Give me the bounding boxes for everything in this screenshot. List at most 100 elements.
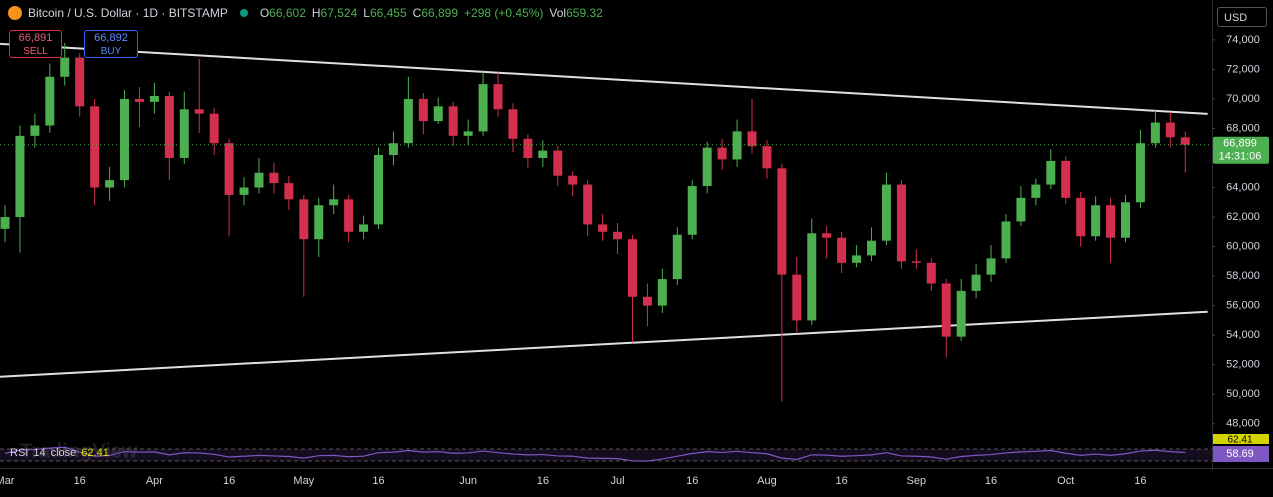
candle-body [583, 184, 593, 225]
candle-body [1061, 160, 1071, 198]
candle-body [1076, 197, 1086, 237]
candle-body [881, 184, 891, 241]
candle-body [896, 184, 906, 262]
value: 66,899 [421, 6, 459, 20]
candle-body [1106, 205, 1116, 238]
x-tick-label: 16 [1134, 475, 1146, 487]
ohlc-open: O66,602 [260, 6, 306, 20]
candle-body [1046, 160, 1056, 185]
buy-button[interactable]: 66,892 BUY [84, 30, 138, 58]
change: +298 (+0.45%) [464, 6, 544, 20]
y-tick-label: 48,000 [1226, 418, 1260, 430]
candle-body [986, 258, 996, 275]
candle-body [45, 76, 55, 126]
rsi-ma-box [1213, 434, 1269, 444]
candle-body [717, 147, 727, 160]
value: 67,524 [320, 6, 358, 20]
rsi-line [4, 446, 1186, 462]
candle-body [1121, 202, 1130, 238]
candle-body [15, 135, 25, 218]
currency-select[interactable]: USD [1217, 7, 1267, 27]
rsi-legend: RSI 14 close 62.41 [10, 447, 109, 459]
y-tick-label: 64,000 [1226, 181, 1260, 193]
y-tick-label: 70,000 [1226, 93, 1260, 105]
y-tick-label: 68,000 [1226, 122, 1260, 134]
candle-body [672, 234, 682, 280]
candle-body [90, 106, 100, 188]
current-price-box [1213, 136, 1269, 164]
candle-body [134, 98, 144, 102]
candle-body [478, 84, 488, 132]
candle-body [598, 224, 608, 232]
sell-button[interactable]: 66,891 SELL [9, 30, 62, 58]
candle-body [956, 290, 966, 337]
candle-body [1091, 205, 1101, 237]
candle-body [747, 131, 757, 147]
x-tick-label: 16 [372, 475, 384, 487]
candle-body [1016, 197, 1026, 222]
label: C [412, 6, 422, 20]
market-status [239, 9, 248, 17]
candle-body [254, 172, 264, 188]
candle-body [120, 98, 130, 181]
candle-body [837, 237, 847, 263]
y-tick-label: 62,000 [1226, 211, 1260, 223]
candle-body [448, 106, 458, 136]
candle-body [329, 199, 339, 206]
candle-body [179, 109, 189, 158]
candle-body [642, 296, 652, 306]
x-tick-label: May [293, 475, 314, 487]
symbol[interactable]: Bitcoin / U.S. Dollar · 1D · BITSTAMP [28, 6, 228, 20]
y-tick-label: 52,000 [1226, 359, 1260, 371]
rsi-ma: 62.41 [81, 447, 109, 459]
y-tick-label: 54,000 [1226, 329, 1260, 341]
rsi-value-label: 58.69 [1226, 448, 1254, 460]
candle-body [374, 155, 383, 225]
candle-body [359, 224, 369, 232]
trendline [0, 310, 1208, 378]
sell-price: 66,891 [18, 32, 53, 44]
label: O [259, 6, 270, 20]
y-tick-label: 72,000 [1226, 63, 1260, 75]
y-tick-label: 74,000 [1226, 34, 1260, 46]
candle-body [269, 172, 279, 184]
trendline [0, 42, 1208, 115]
candle-body [75, 57, 85, 107]
candle-body [687, 186, 697, 235]
x-tick-label: Aug [757, 475, 777, 487]
rsi-name: RSI [10, 447, 28, 459]
candle-body [1001, 221, 1011, 259]
candle-body [792, 274, 802, 321]
candle-body [105, 180, 115, 188]
x-tick-label: 16 [223, 475, 235, 487]
candle-body [1180, 137, 1190, 145]
y-tick-label: 56,000 [1226, 300, 1260, 312]
rsi-source: close [51, 447, 77, 459]
candle-body [344, 199, 354, 232]
candle-body [1165, 122, 1175, 138]
candle-body [822, 233, 832, 238]
candle-body [433, 106, 443, 122]
candle-body [657, 279, 667, 306]
label: Vol [549, 6, 567, 20]
buy-label: BUY [100, 46, 122, 57]
rsi-ma-label: 62.41 [1227, 435, 1252, 446]
y-tick-label: 58,000 [1226, 270, 1260, 282]
candle-body [209, 113, 219, 144]
value: 659.32 [566, 6, 603, 20]
candle-body [1150, 122, 1160, 144]
candle-body [852, 255, 862, 263]
buy-price: 66,892 [94, 32, 128, 44]
candle-body [568, 175, 578, 185]
label: H [311, 6, 321, 20]
x-tick-label: Oct [1057, 475, 1074, 487]
candle-body [0, 217, 10, 229]
countdown-label: 14:31:06 [1219, 151, 1262, 163]
candle-body [732, 131, 742, 160]
x-tick-label: 16 [985, 475, 997, 487]
candle-body [941, 283, 951, 337]
x-tick-label: Apr [146, 475, 163, 487]
candle-body [627, 239, 637, 297]
ohlc-high: H67,524 [312, 6, 357, 20]
